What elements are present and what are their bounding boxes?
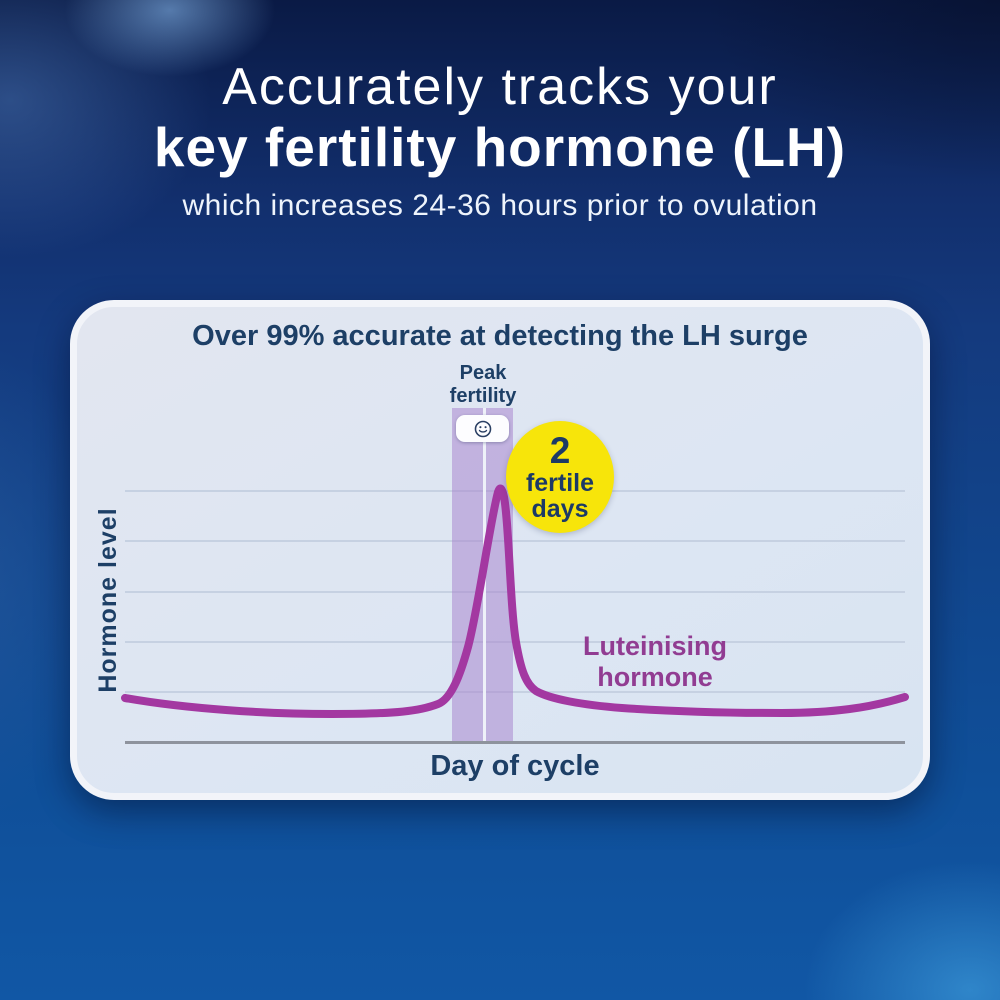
lh-surge-chart: Over 99% accurate at detecting the LH su… (77, 307, 923, 793)
y-axis-label: Hormone level (94, 507, 122, 693)
fertile-days-word2: days (531, 495, 589, 523)
x-axis-line (125, 741, 905, 744)
headline-line2: key fertility hormone (LH) (153, 116, 847, 178)
gridline (125, 540, 905, 542)
smiley-face-icon (474, 420, 491, 437)
peak-fertility-label-line1: Peak (459, 362, 507, 384)
gridline (125, 691, 905, 693)
fertile-days-word1: fertile (525, 469, 595, 497)
series-label-line1: Luteinising (583, 631, 727, 661)
peak-fertility-label: Peak fertility (403, 362, 563, 408)
x-axis-label: Day of cycle (430, 750, 600, 782)
series-label: Luteinising hormone (555, 631, 755, 693)
chart-title: Over 99% accurate at detecting the LH su… (192, 320, 808, 352)
series-label-line2: hormone (597, 662, 713, 692)
peak-fertility-label-line2: fertility (449, 385, 517, 407)
lh-hormone-curve (121, 484, 909, 718)
chart-card: Over 99% accurate at detecting the LH su… (70, 300, 930, 800)
test-result-window (456, 415, 509, 442)
fertile-days-number: 2 (549, 430, 571, 471)
headline-subtitle: which increases 24-36 hours prior to ovu… (182, 189, 818, 222)
headline-block: Accurately tracks your key fertility hor… (0, 58, 1000, 226)
headline-line1: Accurately tracks your (222, 58, 778, 116)
fertile-days-badge: 2 fertile days (506, 421, 614, 533)
